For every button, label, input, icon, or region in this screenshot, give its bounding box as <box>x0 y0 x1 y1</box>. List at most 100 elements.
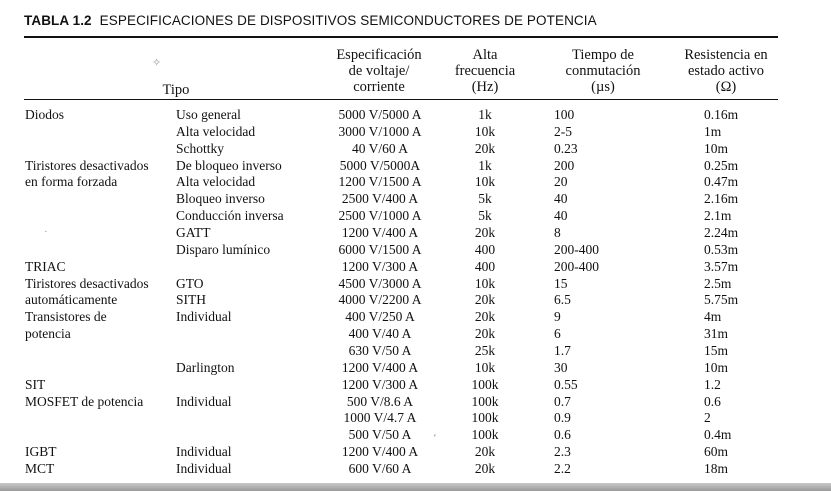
table-cell-type-category: potencia <box>25 326 71 342</box>
table-cell-switching-time: 2-5 <box>554 123 572 139</box>
table-cell-voltage-current: 1200 V/300 A <box>341 376 419 392</box>
table-cell-on-resistance: 1.2 <box>704 376 721 392</box>
table-cell-type-category: en forma forzada <box>25 174 118 190</box>
table-cell-on-resistance: 18m <box>704 460 729 476</box>
table-cell-switching-time: 1.7 <box>554 342 571 358</box>
table-cell-type-category: MCT <box>25 460 55 476</box>
table-cell-type-category: SIT <box>25 376 46 392</box>
table-cell-voltage-current: 3000 V/1000 A <box>338 123 422 139</box>
header-rule <box>24 99 778 100</box>
table-cell-on-resistance: 60m <box>704 444 729 459</box>
table-cell-frequency: 5k <box>478 191 492 207</box>
table-cell-voltage-current: 4500 V/3000 A <box>338 275 422 291</box>
table-cell-voltage-current: 2500 V/400 A <box>341 191 419 207</box>
table-cell-subtype: Disparo lumínico <box>176 241 271 257</box>
table-cell-voltage-current: 400 V/40 A <box>348 326 412 342</box>
table-cell-switching-time: 2.2 <box>554 460 571 476</box>
table-cell-on-resistance: 0.25m <box>704 157 739 173</box>
table-cell-subtype: Individual <box>176 309 232 325</box>
table-cell-subtype: Bloqueo inverso <box>176 191 265 207</box>
table-cell-frequency: 20k <box>474 225 496 240</box>
table-cell-voltage-current: 5000 V/5000 A <box>338 107 422 122</box>
table-cell-voltage-current: 500 V/50 A <box>348 427 412 443</box>
table-cell-subtype: Conducción inversa <box>176 208 284 224</box>
table-cell-switching-time: 8 <box>554 225 561 240</box>
table-cell-voltage-current: 400 V/250 A <box>345 309 415 325</box>
table-cell-subtype: Alta velocidad <box>176 123 256 139</box>
header-frecuencia: Alta frecuencia (Hz) <box>454 47 516 95</box>
table-cell-voltage-current: 630 V/50 A <box>348 342 412 358</box>
table-cell-on-resistance: 2.5m <box>704 275 732 291</box>
table-cell-on-resistance: 0.53m <box>704 241 739 257</box>
table-cell-switching-time: 6 <box>554 326 561 342</box>
table-cell-on-resistance: 0.6 <box>704 393 721 409</box>
table-cell-switching-time: 6.5 <box>554 292 571 308</box>
table-cell-switching-time: 200-400 <box>554 241 599 257</box>
table-cell-type-category: IGBT <box>25 444 57 459</box>
table-cell-switching-time: 20 <box>554 174 568 190</box>
table-cell-switching-time: 9 <box>554 309 561 325</box>
table-cell-voltage-current: 5000 V/5000A <box>339 157 421 173</box>
table-cell-frequency: 10k <box>474 359 496 375</box>
table-cell-type-category: Tiristores desactivados <box>25 275 149 291</box>
header-tiempo: Tiempo de conmutación (µs) <box>565 47 641 95</box>
table-cell-switching-time: 2.3 <box>554 444 571 459</box>
header-tipo: Tipo <box>162 82 190 98</box>
table-cell-frequency: 25k <box>474 342 496 358</box>
table-cell-on-resistance: 2 <box>704 410 711 426</box>
table-cell-voltage-current: 6000 V/1500 A <box>338 241 422 257</box>
top-rule <box>24 36 778 38</box>
table-caption: TABLA 1.2 ESPECIFICACIONES DE DISPOSITIVO… <box>24 13 597 28</box>
table-cell-subtype: Individual <box>176 460 232 476</box>
table-cell-frequency: 20k <box>474 309 496 325</box>
table-cell-on-resistance: 2.24m <box>704 225 739 240</box>
table-cell-voltage-current: 1200 V/400 A <box>341 225 419 240</box>
table-cell-voltage-current: 500 V/8.6 A <box>346 393 414 409</box>
table-cell-type-category: Tiristores desactivados <box>25 157 149 173</box>
header-resistencia: Resistencia en estado activo (Ω) <box>684 47 768 95</box>
table-cell-frequency: 20k <box>474 460 496 476</box>
table-cell-switching-time: 100 <box>554 107 575 122</box>
table-cell-voltage-current: 1200 V/1500 A <box>338 174 422 190</box>
table-cell-on-resistance: 2.16m <box>704 191 739 207</box>
table-cell-on-resistance: 5.75m <box>704 292 739 308</box>
table-cell-on-resistance: 3.57m <box>704 258 739 274</box>
table-cell-frequency: 5k <box>478 208 492 224</box>
table-cell-switching-time: 0.23 <box>554 140 578 156</box>
table-cell-frequency: 20k <box>474 326 496 342</box>
table-cell-voltage-current: 600 V/60 A <box>348 460 412 476</box>
table-cell-voltage-current: 1200 V/300 A <box>341 258 419 274</box>
table-cell-frequency: 100k <box>471 410 499 426</box>
table-cell-type-category: Transistores de <box>25 309 107 325</box>
table-cell-switching-time: 40 <box>554 208 568 224</box>
table-cell-frequency: 10k <box>474 174 496 190</box>
table-cell-subtype: Schottky <box>176 140 225 156</box>
table-cell-on-resistance: 1m <box>704 123 722 139</box>
table-cell-switching-time: 0.6 <box>554 427 571 443</box>
table-cell-subtype: SITH <box>176 292 206 308</box>
table-cell-on-resistance: 4m <box>704 309 722 325</box>
table-cell-on-resistance: 2.1m <box>704 208 732 224</box>
table-title: ESPECIFICACIONES DE DISPOSITIVOS SEMICON… <box>99 13 597 28</box>
table-cell-switching-time: 0.9 <box>554 410 571 426</box>
table-cell-voltage-current: 1000 V/4.7 A <box>343 410 417 426</box>
table-cell-on-resistance: 15m <box>704 342 729 358</box>
table-cell-switching-time: 0.7 <box>554 393 571 409</box>
table-cell-type-category: Diodos <box>25 107 65 122</box>
table-cell-subtype: Individual <box>176 393 232 409</box>
table-cell-subtype: Uso general <box>176 107 241 122</box>
table-cell-voltage-current: 1200 V/400 A <box>341 444 419 459</box>
table-cell-on-resistance: 31m <box>704 326 729 342</box>
table-cell-switching-time: 200 <box>554 157 575 173</box>
table-cell-voltage-current: 40 V/60 A <box>351 140 408 156</box>
table-cell-frequency: 10k <box>474 275 496 291</box>
table-cell-switching-time: 30 <box>554 359 568 375</box>
table-cell-on-resistance: 0.4m <box>704 427 732 443</box>
table-number: TABLA 1.2 <box>24 13 92 28</box>
table-cell-voltage-current: 2500 V/1000 A <box>338 208 422 224</box>
table-cell-switching-time: 200-400 <box>554 258 599 274</box>
table-cell-frequency: 1k <box>478 157 492 173</box>
scan-mark: · <box>44 226 48 238</box>
table-cell-subtype: Alta velocidad <box>176 174 256 190</box>
table-cell-subtype: GTO <box>176 275 204 291</box>
